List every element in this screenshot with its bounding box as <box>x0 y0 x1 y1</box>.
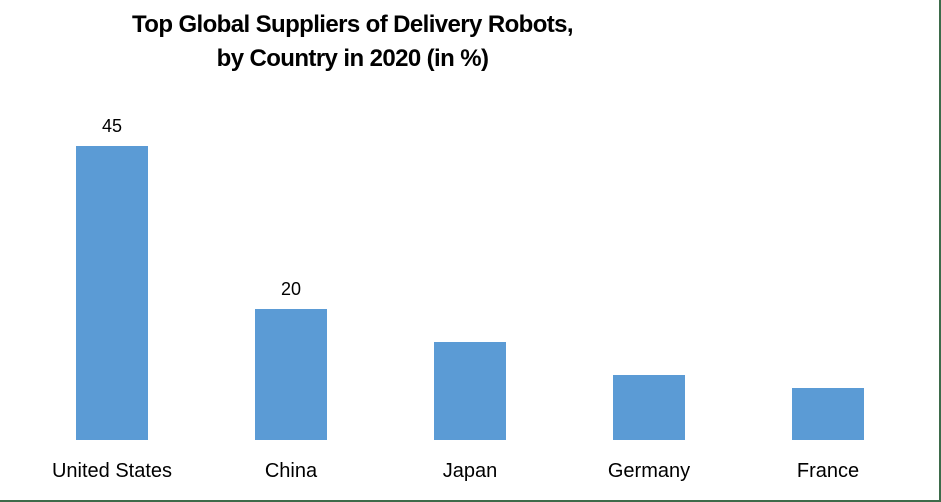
data-label: 45 <box>101 116 123 137</box>
bar-china <box>255 309 327 440</box>
chart-title-line1: Top Global Suppliers of Delivery Robots, <box>132 11 574 38</box>
category-label: United States <box>51 460 173 482</box>
bar-united-states <box>76 146 148 440</box>
chart-title: Top Global Suppliers of Delivery Robots,… <box>0 8 705 76</box>
bar-france <box>792 387 864 440</box>
category-label: France <box>796 460 860 482</box>
bar-germany <box>613 374 685 440</box>
bar-japan <box>434 342 506 440</box>
category-label: Germany <box>607 460 691 482</box>
data-label: 20 <box>280 279 302 300</box>
category-label: Japan <box>442 460 498 482</box>
category-label: China <box>264 460 318 482</box>
chart-title-line2: by Country in 2020 (in %) <box>216 45 489 72</box>
